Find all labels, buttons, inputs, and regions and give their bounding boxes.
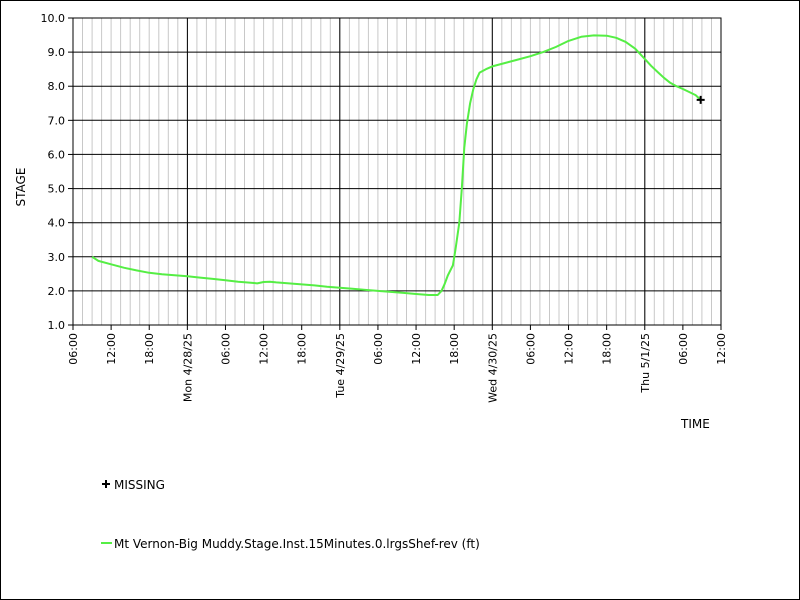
x-tick-label: 06:00 <box>524 333 537 365</box>
legend: MISSING Mt Vernon-Big Muddy.Stage.Inst.1… <box>101 478 480 551</box>
x-tick-label: 06:00 <box>372 333 385 365</box>
x-tick-label: 12:00 <box>715 333 728 365</box>
x-tick-label: 06:00 <box>219 333 232 365</box>
x-tick-label: 18:00 <box>296 333 309 365</box>
x-tick-label: Mon 4/28/25 <box>181 333 194 402</box>
x-tick-label: Tue 4/29/25 <box>334 333 347 399</box>
x-tick-label: 06:00 <box>677 333 690 365</box>
y-tick-label: 7.0 <box>48 114 66 127</box>
x-tick-label: 06:00 <box>67 333 80 365</box>
legend-series-label: Mt Vernon-Big Muddy.Stage.Inst.15Minutes… <box>114 537 480 551</box>
x-tick-label: Wed 4/30/25 <box>486 333 499 403</box>
legend-missing-label: MISSING <box>114 478 165 492</box>
x-tick-label: 12:00 <box>563 333 576 365</box>
grid <box>72 17 722 326</box>
x-tick-label: 12:00 <box>258 333 271 365</box>
y-axis-label: STAGE <box>14 168 28 207</box>
x-ticks: 06:00 12:00 18:00 Mon 4/28/25 06:00 12:00 18:0… <box>67 325 728 403</box>
series-layer <box>91 34 702 296</box>
series-line <box>91 34 702 296</box>
x-tick-label: 12:00 <box>105 333 118 365</box>
y-tick-label: 10.0 <box>41 12 66 25</box>
x-tick-label: Thu 5/1/25 <box>639 333 652 394</box>
missing-marker-icon <box>102 480 110 488</box>
x-tick-label: 18:00 <box>448 333 461 365</box>
x-tick-label: 18:00 <box>143 333 156 365</box>
y-tick-label: 9.0 <box>48 46 66 59</box>
plot-border <box>72 17 722 326</box>
y-ticks: 1.0 2.0 3.0 4.0 5.0 6.0 7.0 8.0 9.0 10.0 <box>41 12 73 332</box>
y-tick-label: 3.0 <box>48 251 66 264</box>
y-tick-label: 4.0 <box>48 217 66 230</box>
x-tick-label: 12:00 <box>410 333 423 365</box>
y-tick-label: 6.0 <box>48 148 66 161</box>
y-tick-label: 5.0 <box>48 183 66 196</box>
missing-markers <box>696 95 705 104</box>
y-tick-label: 2.0 <box>48 285 66 298</box>
y-tick-label: 8.0 <box>48 80 66 93</box>
x-tick-label: 18:00 <box>601 333 614 365</box>
y-tick-label: 1.0 <box>48 319 66 332</box>
x-axis-label: TIME <box>680 417 710 431</box>
